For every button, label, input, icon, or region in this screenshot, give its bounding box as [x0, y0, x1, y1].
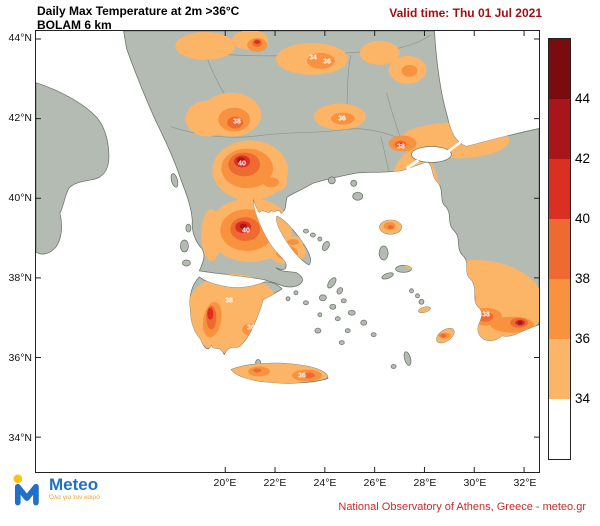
credit-text: National Observatory of Athens, Greece -…	[338, 501, 586, 513]
contour-label: 40	[418, 257, 426, 265]
contour-label: 38	[432, 269, 440, 277]
colorbar-label-40: 40	[575, 211, 591, 226]
chios-island	[378, 245, 389, 261]
italy-landmass	[36, 82, 110, 255]
island	[318, 294, 327, 302]
lon-label-32e: 32°E	[513, 477, 537, 489]
island	[409, 288, 414, 294]
lat-label-38n: 38°N	[8, 272, 32, 284]
island	[352, 191, 364, 201]
island	[317, 312, 323, 318]
sea-of-marmara	[411, 146, 452, 163]
meteo-logo-icon	[13, 474, 39, 506]
logo-tagline: Όλα για τον καιρό	[49, 494, 100, 502]
lat-label-42n: 42°N	[8, 112, 32, 124]
lon-label-24e: 24°E	[313, 477, 337, 489]
colorbar-segment-above-44	[549, 39, 570, 99]
colorbar-segment-38-40	[549, 219, 570, 279]
contour-label: 40	[238, 160, 246, 168]
logo-text-block: Meteo Όλα για τον καιρό	[49, 476, 100, 502]
colorbar-segment-40-42	[549, 159, 570, 219]
map-plot: 34 36 38 36 40 40 38 38 36 38 40 38 36 3…	[35, 30, 540, 473]
lat-label-40n: 40°N	[8, 192, 32, 204]
valid-time: Valid time: Thu 01 Jul 2021	[389, 6, 542, 20]
island	[360, 319, 368, 326]
island	[350, 179, 358, 187]
lon-label-30e: 30°E	[463, 477, 487, 489]
contour-label: 34	[309, 54, 317, 62]
island	[314, 327, 322, 334]
lat-label-34n: 34°N	[8, 432, 32, 444]
island	[347, 309, 356, 316]
colorbar-label-42: 42	[575, 151, 591, 166]
island	[180, 239, 189, 253]
island	[418, 298, 425, 305]
logo-yellow-dot	[13, 474, 23, 484]
land-layer	[36, 31, 539, 384]
dardanelles-strait	[405, 159, 420, 170]
island	[303, 300, 309, 306]
contour-label: 38	[482, 311, 490, 319]
contour-label: 36	[338, 115, 346, 123]
island	[415, 293, 420, 299]
logo-m-glyph	[14, 483, 39, 506]
model-name: BOLAM 6 km	[37, 18, 112, 32]
bosporus-strait	[447, 140, 463, 153]
island	[344, 328, 351, 334]
island	[285, 296, 291, 302]
island	[403, 351, 412, 366]
colorbar-segment-34-36	[549, 339, 570, 399]
island	[340, 298, 347, 304]
colorbar-segment-below-34	[549, 399, 570, 459]
island	[185, 223, 192, 233]
island	[370, 332, 377, 338]
colorbar-label-36: 36	[575, 331, 591, 346]
island	[336, 287, 344, 295]
island	[321, 241, 330, 251]
island	[170, 173, 179, 188]
contour-label: 38	[225, 297, 233, 305]
island	[293, 290, 299, 296]
meteo-logo: Meteo Όλα για τον καιρό	[12, 472, 100, 506]
colorbar-label-34: 34	[575, 391, 591, 406]
contour-label: 38	[397, 143, 405, 151]
lon-label-28e: 28°E	[413, 477, 437, 489]
contour-label: 36	[323, 58, 331, 66]
lon-label-22e: 22°E	[263, 477, 287, 489]
island	[334, 316, 341, 322]
lat-label-36n: 36°N	[8, 352, 32, 364]
island	[329, 303, 337, 310]
island	[303, 228, 309, 234]
map-title: Daily Max Temperature at 2m >36°C	[37, 4, 240, 18]
island	[327, 277, 337, 289]
colorbar-segment-36-38	[549, 279, 570, 339]
axis-ticks	[36, 31, 539, 472]
contour-label: 36	[298, 372, 306, 380]
contour-label: 36	[247, 324, 255, 332]
island	[390, 364, 397, 369]
map-svg	[36, 31, 539, 472]
colorbar	[548, 38, 571, 460]
marmara-sea-layer	[405, 140, 463, 170]
contour-label: 40	[242, 227, 250, 235]
island	[327, 176, 336, 185]
contour-label: 38	[233, 118, 241, 126]
island	[182, 259, 191, 267]
colorbar-label-44: 44	[575, 91, 591, 106]
colorbar-segment-42-44	[549, 99, 570, 159]
island	[338, 340, 345, 345]
island	[317, 236, 323, 242]
lon-label-26e: 26°E	[363, 477, 387, 489]
lon-label-20e: 20°E	[213, 477, 237, 489]
contour-label: 38	[284, 250, 292, 258]
contour-label: 36	[452, 282, 460, 290]
island	[381, 272, 394, 280]
island	[310, 232, 316, 238]
lat-label-44n: 44°N	[8, 32, 32, 44]
colorbar-label-38: 38	[575, 271, 591, 286]
logo-wordmark: Meteo	[49, 475, 99, 495]
